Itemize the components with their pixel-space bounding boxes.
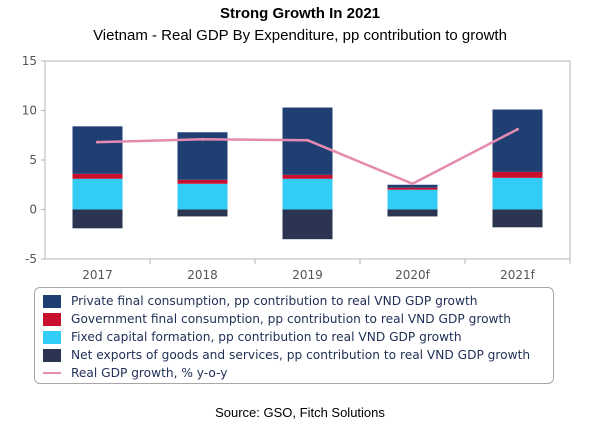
legend-label-private-consumption: Private final consumption, pp contributi… bbox=[71, 294, 478, 308]
bar-government-consumption bbox=[492, 171, 543, 178]
y-tick-label: -5 bbox=[25, 252, 37, 266]
x-tick-label: 2019 bbox=[292, 268, 323, 282]
legend-item-gdp-growth: Real GDP growth, % y-o-y bbox=[43, 364, 553, 382]
x-tick-label: 2018 bbox=[187, 268, 218, 282]
point-gdp-growth bbox=[201, 137, 204, 141]
legend-label-fixed-capital: Fixed capital formation, pp contribution… bbox=[71, 330, 462, 344]
legend-swatch-private-consumption bbox=[43, 294, 61, 308]
bar-fixed-capital bbox=[282, 178, 333, 210]
chart-legend: Private final consumption, pp contributi… bbox=[34, 287, 554, 384]
legend-label-gdp-growth: Real GDP growth, % y-o-y bbox=[71, 366, 228, 380]
bar-fixed-capital bbox=[72, 178, 123, 210]
bar-private-consumption bbox=[492, 109, 543, 172]
point-gdp-growth bbox=[516, 127, 519, 131]
bar-private-consumption bbox=[387, 184, 438, 188]
y-tick-label: 5 bbox=[29, 153, 37, 167]
bar-net-exports bbox=[387, 209, 438, 217]
bar-net-exports bbox=[282, 209, 333, 240]
x-tick-label: 2020f bbox=[395, 268, 431, 282]
y-tick-label: 0 bbox=[29, 203, 37, 217]
bar-government-consumption bbox=[282, 174, 333, 179]
bar-fixed-capital bbox=[387, 189, 438, 210]
point-gdp-growth bbox=[411, 182, 414, 186]
bar-private-consumption bbox=[72, 126, 123, 174]
chart-canvas: -5 0 5 10 15 2017 2018 2019 2020f 2021f bbox=[22, 54, 571, 282]
legend-item-fixed-capital: Fixed capital formation, pp contribution… bbox=[43, 328, 553, 346]
legend-label-government-consumption: Government final consumption, pp contrib… bbox=[71, 312, 511, 326]
legend-swatch-fixed-capital bbox=[43, 330, 61, 344]
legend-swatch-gdp-growth bbox=[43, 372, 61, 374]
source-note: Source: GSO, Fitch Solutions bbox=[215, 405, 385, 420]
bar-government-consumption bbox=[72, 173, 123, 179]
x-tick-label: 2017 bbox=[82, 268, 113, 282]
bar-fixed-capital bbox=[492, 177, 543, 210]
legend-swatch-government-consumption bbox=[43, 312, 61, 326]
bar-net-exports bbox=[492, 209, 543, 228]
y-tick-label: 10 bbox=[22, 104, 37, 118]
legend-item-government-consumption: Government final consumption, pp contrib… bbox=[43, 310, 553, 328]
point-gdp-growth bbox=[306, 138, 309, 142]
bar-fixed-capital bbox=[177, 183, 228, 210]
y-tick-label: 15 bbox=[22, 54, 37, 68]
legend-label-net-exports: Net exports of goods and services, pp co… bbox=[71, 348, 531, 362]
bar-net-exports bbox=[177, 209, 228, 217]
x-tick-label: 2021f bbox=[500, 268, 536, 282]
chart-subtitle: Vietnam - Real GDP By Expenditure, pp co… bbox=[93, 27, 507, 44]
legend-item-net-exports: Net exports of goods and services, pp co… bbox=[43, 346, 553, 364]
bar-government-consumption bbox=[387, 187, 438, 190]
bar-government-consumption bbox=[177, 179, 228, 184]
legend-item-private-consumption: Private final consumption, pp contributi… bbox=[43, 292, 553, 310]
point-gdp-growth bbox=[96, 140, 99, 144]
bar-net-exports bbox=[72, 209, 123, 229]
legend-swatch-net-exports bbox=[43, 348, 61, 362]
chart-title: Strong Growth In 2021 bbox=[219, 5, 381, 22]
